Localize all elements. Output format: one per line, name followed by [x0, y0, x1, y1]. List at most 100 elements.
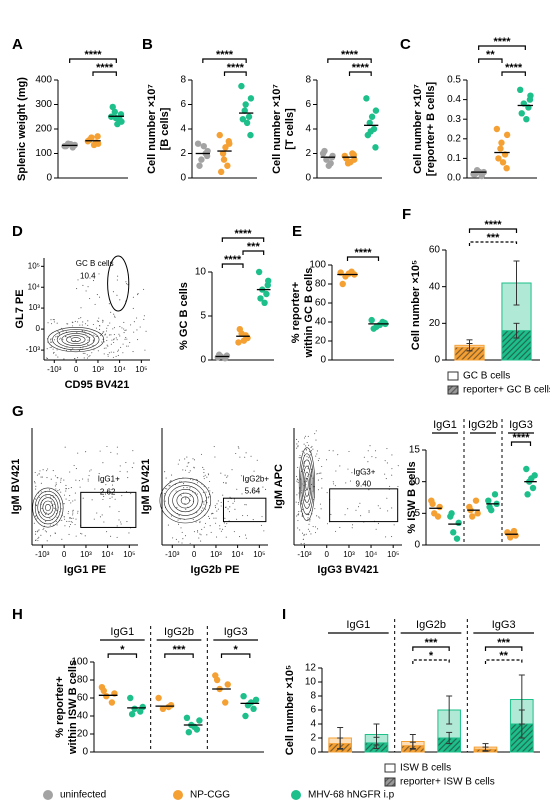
data-point [366, 119, 373, 127]
event-dot [34, 498, 36, 500]
y-tick-label: 0 [305, 173, 311, 184]
event-dot [345, 482, 347, 484]
event-dot [164, 471, 166, 473]
event-dot [65, 349, 68, 352]
event-dot [101, 332, 104, 335]
event-dot [314, 532, 317, 534]
event-dot [93, 339, 95, 341]
event-dot [80, 532, 82, 534]
facet-label: IgG1 [110, 626, 134, 638]
event-dot [106, 531, 108, 533]
event-dot [244, 504, 246, 506]
event-dot [79, 486, 81, 488]
data-point [235, 339, 242, 346]
significance-label: *** [173, 644, 187, 656]
event-dot [88, 475, 90, 477]
event-dot [64, 446, 66, 448]
event-dot [72, 514, 74, 516]
event-dot [241, 493, 243, 495]
event-dot [180, 527, 182, 529]
event-dot [302, 538, 304, 540]
event-dot [209, 525, 211, 527]
event-dot [82, 352, 84, 354]
event-dot [251, 491, 254, 493]
y-tick-label: 10⁵ [28, 261, 40, 270]
significance-label: *** [247, 241, 261, 253]
event-dot [204, 522, 207, 524]
event-dot [65, 490, 67, 492]
event-dot [42, 528, 44, 531]
event-dot [233, 500, 236, 502]
data-point [372, 144, 379, 151]
y-axis-label: GL7 PE [14, 289, 26, 328]
event-dot [118, 333, 120, 335]
event-dot [92, 280, 95, 282]
event-dot [143, 288, 145, 290]
legend-swatch [447, 371, 459, 381]
event-dot [374, 450, 377, 452]
contour [159, 477, 212, 524]
event-dot [78, 317, 80, 320]
event-dot [98, 296, 101, 298]
y-axis-label: IgM BV421 [140, 459, 152, 515]
data-point [372, 107, 380, 114]
event-dot [314, 508, 316, 510]
y-axis-label: [T cells] [284, 108, 296, 150]
x-tick-label: 10⁴ [113, 365, 126, 374]
data-point [86, 136, 93, 144]
panel-letter: I [282, 606, 286, 623]
event-dot [61, 538, 63, 540]
event-dot [56, 349, 58, 351]
event-dot [38, 473, 40, 475]
event-dot [339, 526, 341, 529]
event-dot [34, 539, 37, 542]
event-dot [307, 468, 309, 470]
event-dot [64, 335, 67, 337]
event-dot [311, 468, 313, 470]
event-dot [183, 487, 185, 489]
event-dot [122, 352, 124, 354]
event-dot [297, 481, 299, 484]
event-dot [358, 470, 360, 472]
event-dot [99, 328, 101, 331]
y-tick-label: 6 [310, 705, 316, 716]
panel-letter: H [12, 606, 23, 623]
event-dot [114, 498, 116, 500]
data-point [222, 144, 229, 151]
event-dot [136, 329, 138, 331]
event-dot [108, 352, 110, 354]
event-dot [224, 482, 227, 484]
event-dot [309, 530, 311, 532]
event-dot [68, 487, 70, 490]
contour [168, 485, 203, 516]
event-dot [97, 350, 99, 352]
contour [300, 453, 314, 515]
event-dot [299, 487, 301, 489]
event-dot [63, 503, 65, 505]
event-dot [124, 329, 126, 331]
event-dot [83, 357, 85, 359]
event-dot [103, 331, 105, 333]
event-dot [86, 336, 88, 338]
event-dot [56, 510, 58, 512]
event-dot [102, 319, 104, 321]
event-dot [296, 443, 298, 445]
contour [70, 337, 81, 342]
event-dot [170, 479, 172, 482]
event-dot [88, 356, 90, 358]
event-dot [185, 508, 187, 510]
event-dot [68, 517, 71, 519]
event-dot [132, 296, 134, 298]
significance-bracket [346, 256, 380, 261]
event-dot [164, 488, 166, 490]
event-dot [309, 518, 311, 520]
event-dot [245, 504, 247, 506]
gate-value: 9.40 [356, 479, 372, 488]
event-dot [60, 477, 62, 479]
event-dot [84, 352, 86, 355]
event-dot [96, 294, 98, 296]
event-dot [310, 533, 312, 535]
gate-name: IgG2b+ [243, 475, 270, 484]
data-point [155, 694, 162, 702]
event-dot [368, 511, 370, 513]
